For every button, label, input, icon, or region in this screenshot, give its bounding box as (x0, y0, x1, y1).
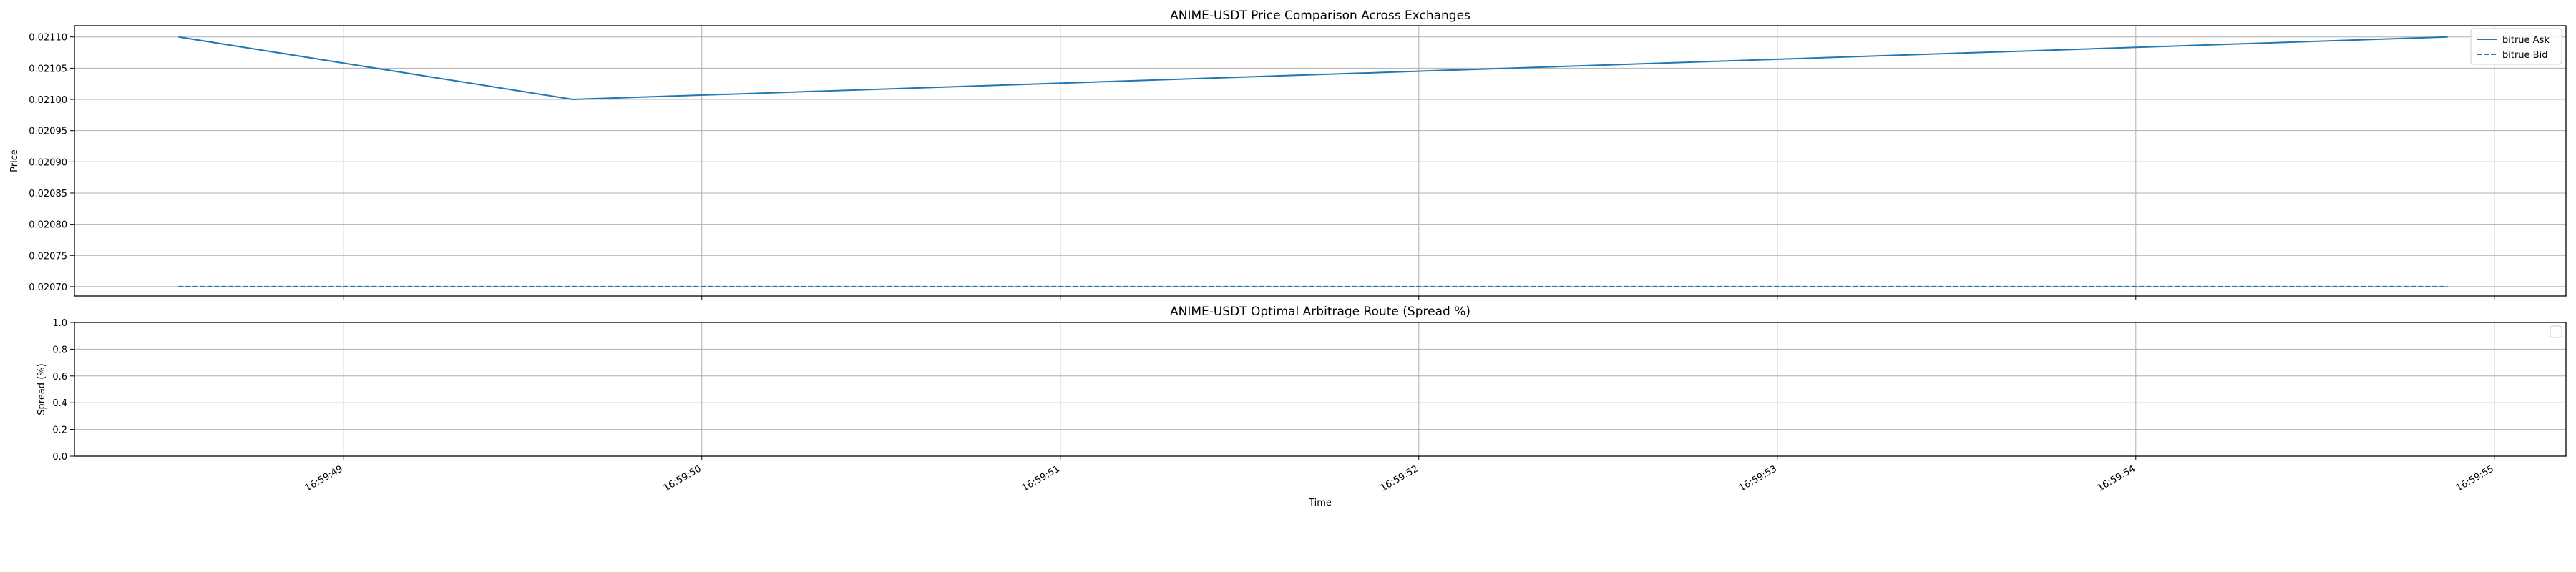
y-tick-label: 0.02085 (29, 189, 67, 199)
axes-frame (74, 25, 2567, 297)
y-tick-label: 0.02090 (29, 157, 67, 168)
y-tick-label: 1.0 (52, 318, 67, 329)
y-tick-label: 0.02110 (29, 33, 67, 44)
x-tick-label: 16:59:51 (1020, 463, 1062, 493)
legend-box-empty (2550, 325, 2562, 338)
y-axis-label: Price (9, 149, 20, 172)
chart-title: ANIME-USDT Price Comparison Across Excha… (1170, 9, 1470, 23)
legend-label: bitrue Ask (2502, 35, 2550, 46)
price-comparison-panel: 0.02070 0.02075 0.02080 0.02085 0.02090 0.020… (9, 9, 2567, 300)
y-tick-label: 0.2 (52, 425, 67, 436)
y-tick-label: 0.02095 (29, 127, 67, 137)
x-tick-label: 16:59:53 (1737, 463, 1779, 493)
y-tick-label: 0.6 (52, 372, 67, 383)
y-tick-label: 0.02105 (29, 64, 67, 74)
chart-title: ANIME-USDT Optimal Arbitrage Route (Spre… (1170, 305, 1470, 319)
y-tick-label: 0.02070 (29, 282, 67, 293)
legend: bitrue Ask bitrue Bid (2470, 28, 2562, 65)
y-tick-label: 0.4 (52, 398, 67, 409)
spread-panel: 16:59:49 16:59:50 16:59:51 16:59:52 16:59:53… (36, 305, 2567, 508)
x-tick-label: 16:59:54 (2096, 463, 2137, 493)
y-tick-label: 0.02100 (29, 95, 67, 106)
legend-box (2470, 28, 2562, 65)
y-axis-label: Spread (%) (36, 363, 47, 415)
series-line-bitrue-ask (178, 36, 2448, 101)
y-tick-label: 0.02075 (29, 251, 67, 262)
x-tick-label: 16:59:52 (1379, 463, 1420, 493)
x-tick-label: 16:59:55 (2454, 463, 2496, 493)
y-tick-label: 0.02080 (29, 220, 67, 231)
x-axis-label: Time (1308, 498, 1332, 508)
x-tick-label: 16:59:49 (303, 463, 345, 493)
y-tick-label: 0.8 (52, 345, 67, 355)
legend-label: bitrue Bid (2502, 50, 2547, 61)
y-tick-label: 0.0 (52, 452, 67, 463)
x-tick-label: 16:59:50 (662, 463, 703, 493)
axes-frame (74, 322, 2567, 457)
